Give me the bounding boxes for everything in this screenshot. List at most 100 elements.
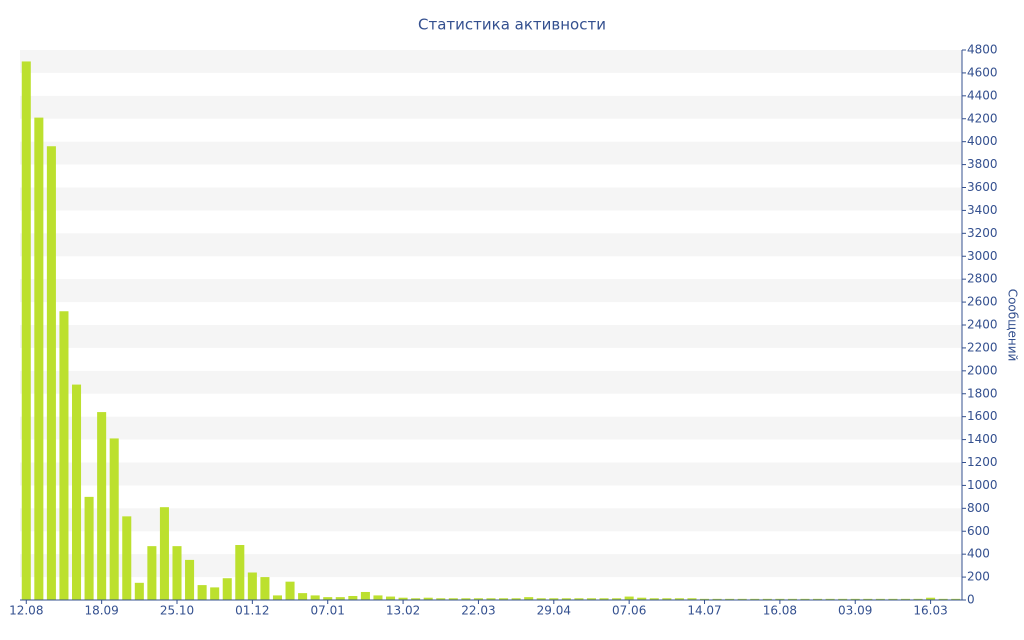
bar [725,598,735,600]
bar [574,598,584,600]
bar [612,598,622,600]
bar [172,546,182,600]
bar [486,598,496,600]
y-tick-label: 2000 [967,363,998,377]
bar [373,595,383,600]
bar [762,598,772,600]
grid-band [20,279,962,303]
y-tick-label: 0 [967,593,975,607]
bar [360,591,370,600]
x-tick-label: 03.09 [838,604,872,618]
y-tick-label: 4800 [967,43,998,57]
bar [46,146,56,600]
y-tick-label: 3600 [967,180,998,194]
bar [285,581,295,600]
bar [599,598,609,600]
y-tick-label: 2800 [967,272,998,286]
y-tick-label: 4600 [967,65,998,79]
bar [850,598,860,600]
bar [260,577,270,600]
bar [323,597,333,600]
y-tick-label: 400 [967,547,990,561]
x-tick-label: 18.09 [84,604,118,618]
y-axis-title: Сообщений [1006,289,1020,362]
bar [499,598,509,600]
bar [511,598,521,600]
y-tick-label: 2600 [967,295,998,309]
bar [913,598,923,600]
y-tick-label: 3800 [967,157,998,171]
bar [71,384,82,600]
bar [84,496,94,600]
bar [712,598,722,600]
bar [637,597,647,600]
bar [436,598,446,600]
grid-band [20,141,962,165]
bar [34,117,44,601]
bar [461,598,471,600]
bar [549,598,559,600]
x-tick-label: 13.02 [386,604,420,618]
bar [348,595,358,600]
x-tick-label: 29.04 [537,604,571,618]
bar [423,597,433,600]
grid-band [20,554,962,578]
bar [800,598,810,600]
y-tick-label: 3000 [967,249,998,263]
grid-band [20,233,962,257]
grid-band [20,95,962,119]
bar [310,595,320,600]
y-tick-label: 3200 [967,226,998,240]
bar [335,597,345,600]
y-tick-label: 800 [967,501,990,515]
y-tick-label: 1400 [967,432,998,446]
bar [586,598,597,600]
bar [624,596,634,600]
x-tick-label: 25.10 [160,604,194,618]
grid-band [20,50,962,73]
bar [951,598,961,600]
bar [649,598,659,600]
bar [222,578,232,600]
x-tick-label: 12.08 [9,604,43,618]
bar [385,596,396,600]
bar [561,598,571,600]
y-tick-label: 4400 [967,88,998,102]
bar [448,598,458,600]
bar [737,598,747,600]
x-tick-label: 07.06 [612,604,646,618]
grid-band [20,462,962,486]
y-tick-label: 3400 [967,203,998,217]
bar [775,598,785,600]
bar [838,598,848,600]
bar [863,598,873,600]
bar [674,598,684,600]
bar [247,572,257,600]
y-tick-label: 4200 [967,111,998,125]
bar [21,61,31,601]
bar [662,598,672,600]
x-tick-label: 14.07 [687,604,721,618]
bar [197,585,207,600]
y-tick-label: 1600 [967,409,998,423]
bar [938,598,948,600]
x-tick-label: 16.03 [913,604,947,618]
y-tick-label: 4000 [967,134,998,148]
bar [210,587,220,600]
bar [185,559,195,600]
bar [235,545,245,600]
bar [875,598,885,600]
bar [888,598,898,600]
grid-band [20,325,962,348]
x-tick-label: 16.08 [763,604,797,618]
bar [524,597,534,600]
bar [398,597,408,600]
bar [787,598,797,600]
x-tick-label: 01.12 [235,604,269,618]
bar [536,598,546,600]
bar [411,598,421,600]
bar [699,598,710,600]
y-tick-label: 2400 [967,318,998,332]
grid-band [20,370,962,394]
